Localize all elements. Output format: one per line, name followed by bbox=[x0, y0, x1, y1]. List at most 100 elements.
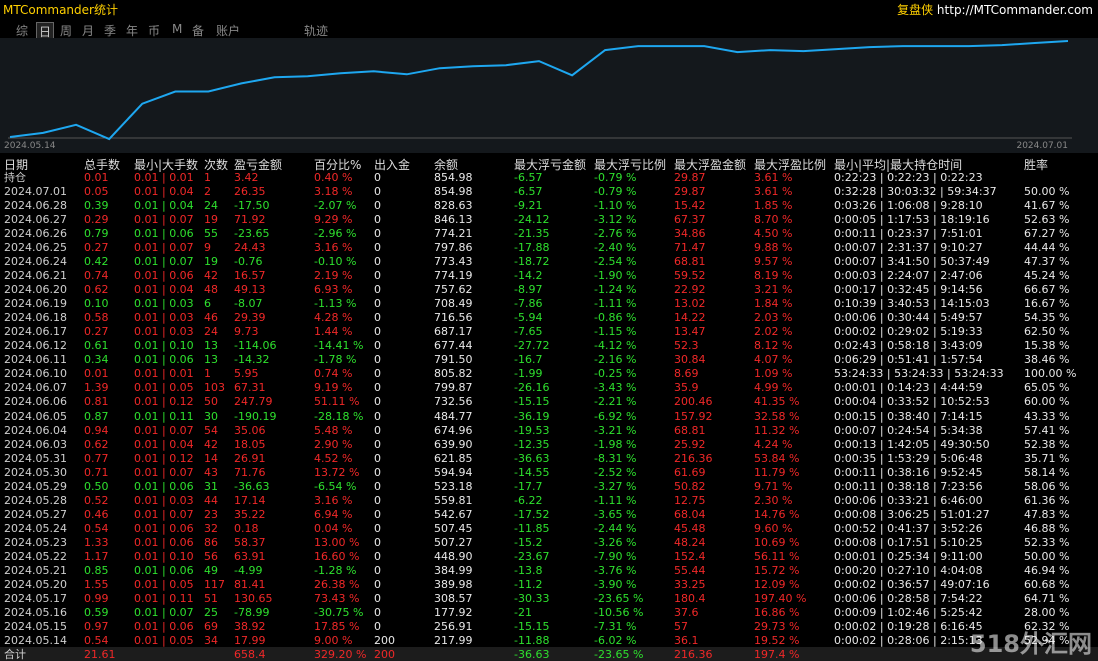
table-cell: 0.85 bbox=[84, 563, 109, 577]
table-cell: 1.85 % bbox=[754, 199, 793, 213]
table-cell: 0:00:13 | 1:42:05 | 49:30:50 bbox=[834, 437, 990, 451]
table-cell: -3.90 % bbox=[594, 577, 637, 591]
tab[interactable]: 综 bbox=[16, 24, 29, 38]
table-cell: 247.79 bbox=[234, 395, 273, 409]
table-cell: 44 bbox=[204, 493, 218, 507]
table-cell: 157.92 bbox=[674, 409, 713, 423]
table-cell: 0.01 | 0.05 bbox=[134, 633, 194, 647]
table-cell: 0.01 | 0.07 bbox=[134, 255, 194, 269]
table-cell: 2024.06.10 bbox=[4, 367, 67, 381]
total-cell: -36.63 bbox=[514, 648, 550, 661]
table-cell: 0 bbox=[374, 171, 381, 184]
table-cell: 52.3 bbox=[674, 339, 699, 353]
table-cell: 41.35 % bbox=[754, 395, 800, 409]
table-cell: 9 bbox=[204, 241, 211, 255]
table-cell: 2024.05.20 bbox=[4, 577, 67, 591]
table-cell: 0.01 | 0.07 bbox=[134, 423, 194, 437]
table-cell: 621.85 bbox=[434, 451, 473, 465]
table-cell: 217.99 bbox=[434, 633, 473, 647]
table-cell: 69 bbox=[204, 619, 218, 633]
tab[interactable]: 币 bbox=[148, 24, 161, 38]
table-cell: -5.94 bbox=[514, 311, 543, 325]
tab[interactable]: 账户 bbox=[216, 24, 241, 38]
table-cell: 57 bbox=[674, 619, 688, 633]
tab[interactable]: M bbox=[172, 22, 183, 36]
column-header: 最小|大手数 bbox=[134, 158, 199, 172]
table-cell: 0.54 bbox=[84, 633, 109, 647]
table-cell: 0:00:04 | 0:33:52 | 10:52:53 bbox=[834, 395, 990, 409]
column-header: 出入金 bbox=[374, 158, 411, 172]
table-cell: 26.35 bbox=[234, 185, 266, 199]
table-cell: 49.13 bbox=[234, 283, 266, 297]
table-cell: -7.65 bbox=[514, 325, 543, 339]
table-cell: 2024.05.15 bbox=[4, 619, 67, 633]
table-cell: 57.41 % bbox=[1024, 423, 1070, 437]
table-cell: 0.50 bbox=[84, 479, 109, 493]
table-cell: 71.47 bbox=[674, 241, 706, 255]
table-cell: 674.96 bbox=[434, 423, 473, 437]
table-cell: 24 bbox=[204, 199, 218, 213]
column-header: 最大浮盈金额 bbox=[674, 158, 747, 172]
table-cell: -14.32 bbox=[234, 353, 270, 367]
table-cell: 0:00:11 | 0:23:37 | 7:51:01 bbox=[834, 227, 983, 241]
tab[interactable]: 备 bbox=[192, 24, 205, 38]
table-cell: -190.19 bbox=[234, 409, 277, 423]
table-cell: 2024.06.07 bbox=[4, 381, 67, 395]
total-cell: 216.36 bbox=[674, 648, 713, 661]
table-cell: 0.01 | 0.10 bbox=[134, 549, 194, 563]
table-cell: 0:00:02 | 0:19:28 | 6:16:45 bbox=[834, 619, 983, 633]
table-cell: -15.15 bbox=[514, 395, 550, 409]
table-cell: 0.79 bbox=[84, 227, 109, 241]
table-cell: 61.36 % bbox=[1024, 493, 1070, 507]
brand-url[interactable]: http://MTCommander.com bbox=[936, 3, 1093, 17]
table-cell: 14.22 bbox=[674, 311, 706, 325]
tab[interactable]: 月 bbox=[82, 24, 95, 38]
table-cell: 2024.06.19 bbox=[4, 297, 67, 311]
table-cell: -1.28 % bbox=[314, 563, 357, 577]
table-cell: -11.88 bbox=[514, 633, 550, 647]
table-cell: -1.99 bbox=[514, 367, 543, 381]
tab[interactable]: 轨迹 bbox=[304, 24, 329, 38]
table-cell: 10.69 % bbox=[754, 535, 800, 549]
table-cell: 0.29 bbox=[84, 213, 109, 227]
table-cell: 507.45 bbox=[434, 521, 473, 535]
tab[interactable]: 年 bbox=[126, 24, 139, 38]
table-cell: 0 bbox=[374, 367, 381, 381]
table-cell: 0.99 bbox=[84, 591, 109, 605]
table-cell: 0.54 bbox=[84, 521, 109, 535]
table-cell: 0 bbox=[374, 507, 381, 521]
table-cell: -6.57 bbox=[514, 171, 543, 184]
table-cell: 0.01 | 0.07 bbox=[134, 465, 194, 479]
table-cell: 0.04 % bbox=[314, 521, 353, 535]
table-cell: 9.00 % bbox=[314, 633, 353, 647]
table-cell: 0 bbox=[374, 269, 381, 283]
table-cell: 0 bbox=[374, 339, 381, 353]
table-cell: 2 bbox=[204, 185, 211, 199]
table-cell: 0.01 | 0.11 bbox=[134, 591, 194, 605]
table-cell: -6.22 bbox=[514, 493, 543, 507]
table-cell: -27.72 bbox=[514, 339, 550, 353]
table-cell: 197.40 % bbox=[754, 591, 807, 605]
table-cell: 67.27 % bbox=[1024, 227, 1070, 241]
table-cell: 50.00 % bbox=[1024, 185, 1070, 199]
table-cell: 0.39 bbox=[84, 199, 109, 213]
total-cell: 合计 bbox=[4, 648, 26, 661]
table-cell: 846.13 bbox=[434, 213, 473, 227]
table-cell: 9.57 % bbox=[754, 255, 793, 269]
table-cell: 2024.05.31 bbox=[4, 451, 67, 465]
table-cell: 51.11 % bbox=[314, 395, 360, 409]
table-cell: 16.57 bbox=[234, 269, 266, 283]
table-cell: 8.70 % bbox=[754, 213, 793, 227]
table-cell: 0.18 bbox=[234, 521, 259, 535]
tab[interactable]: 周 bbox=[60, 24, 73, 38]
tab[interactable]: 季 bbox=[104, 24, 117, 38]
table-cell: 2024.06.27 bbox=[4, 213, 67, 227]
table-cell: 2024.06.24 bbox=[4, 255, 67, 269]
table-cell: 0 bbox=[374, 591, 381, 605]
table-cell: 0:22:23 | 0:22:23 | 0:22:23 bbox=[834, 171, 983, 184]
table-cell: 3.42 bbox=[234, 171, 259, 184]
table-cell: 0 bbox=[374, 423, 381, 437]
column-header: 次数 bbox=[204, 158, 229, 172]
table-cell: -16.7 bbox=[514, 353, 543, 367]
total-cell: 200 bbox=[374, 648, 395, 661]
